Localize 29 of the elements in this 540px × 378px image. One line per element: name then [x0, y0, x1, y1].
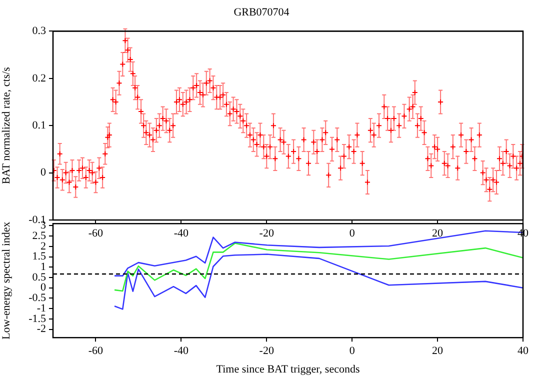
y-tick-label: -2: [36, 323, 46, 336]
x-tick-label: -40: [174, 345, 190, 358]
x-tick-label: 20: [432, 345, 444, 358]
x-tick-label: 0: [349, 345, 356, 358]
y-tick-label: 0: [40, 166, 46, 179]
y-tick-label: -1.5: [28, 312, 46, 325]
y-tick-label: 0: [40, 282, 46, 294]
y-tick-label: 0.3: [32, 25, 46, 38]
x-tick-label: -20: [259, 227, 274, 240]
x-tick-label: 20: [432, 227, 444, 240]
y-tick-label: -1: [36, 302, 46, 314]
x-tick-label: 0: [349, 227, 356, 240]
y-axis-title: Low-energy spectral index: [0, 221, 12, 340]
x-tick-label: -40: [174, 227, 190, 240]
x-tick-label: -60: [88, 227, 104, 240]
y-tick-label: 1.5: [32, 250, 46, 263]
y-tick-label: 0.2: [32, 72, 46, 84]
x-tick-label: -20: [259, 345, 274, 358]
y-tick-label: 0.5: [32, 271, 46, 284]
chart-title: GRB070704: [234, 6, 290, 18]
x-axis-title: Time since BAT trigger, seconds: [216, 363, 360, 376]
x-tick-label: 40: [518, 345, 529, 358]
y-axis-title: BAT normalized rate, cts/s: [0, 67, 12, 184]
y-tick-label: 0.1: [32, 119, 46, 132]
y-tick-label: 1: [40, 261, 46, 274]
y-tick-label: -0.5: [28, 292, 46, 304]
y-tick-label: 2: [40, 240, 46, 252]
x-tick-label: -60: [88, 345, 104, 358]
y-tick-label: 2.5: [32, 230, 46, 242]
